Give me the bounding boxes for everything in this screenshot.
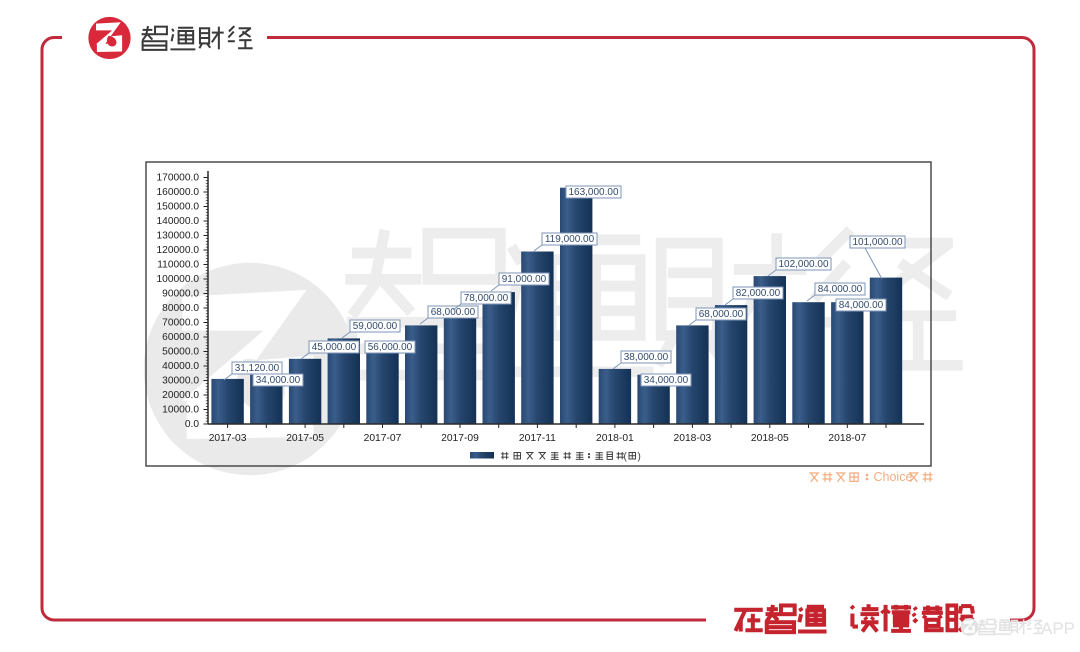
svg-text:2018-07: 2018-07: [828, 433, 866, 444]
svg-text:38,000.00: 38,000.00: [624, 352, 669, 363]
svg-text:2018-03: 2018-03: [674, 433, 712, 444]
svg-text:45,000.00: 45,000.00: [312, 342, 357, 353]
svg-text:80000.0: 80000.0: [162, 303, 199, 314]
svg-text:119,000.00: 119,000.00: [545, 234, 595, 245]
svg-text:2018-01: 2018-01: [596, 433, 634, 444]
svg-text:82,000.00: 82,000.00: [736, 288, 781, 299]
svg-text:0.0: 0.0: [185, 419, 199, 430]
svg-text:150000.0: 150000.0: [157, 201, 200, 212]
svg-text:50000.0: 50000.0: [162, 346, 199, 357]
svg-text:2017-05: 2017-05: [286, 433, 324, 444]
svg-text:2017-09: 2017-09: [441, 433, 479, 444]
svg-text:(: (: [624, 452, 628, 463]
svg-text:2017-07: 2017-07: [364, 433, 402, 444]
svg-text:140000.0: 140000.0: [157, 216, 200, 227]
svg-text:110000.0: 110000.0: [157, 259, 199, 270]
svg-text:70000.0: 70000.0: [162, 317, 199, 328]
svg-text:68,000.00: 68,000.00: [699, 309, 744, 320]
svg-text:56,000.00: 56,000.00: [368, 342, 413, 353]
svg-text:102,000.00: 102,000.00: [778, 259, 828, 270]
svg-text:68,000.00: 68,000.00: [431, 307, 476, 318]
svg-text:40000.0: 40000.0: [162, 361, 199, 372]
svg-text:170000.0: 170000.0: [157, 172, 200, 183]
svg-text:160000.0: 160000.0: [157, 187, 200, 198]
svg-text:59,000.00: 59,000.00: [353, 321, 398, 332]
svg-text:2018-05: 2018-05: [751, 433, 789, 444]
svg-text:163,000.00: 163,000.00: [568, 187, 618, 198]
svg-text:30000.0: 30000.0: [162, 375, 199, 386]
svg-text:101,000.00: 101,000.00: [852, 237, 902, 248]
svg-text:120000.0: 120000.0: [157, 245, 200, 256]
svg-text:Choice: Choice: [874, 470, 913, 484]
svg-text:60000.0: 60000.0: [162, 332, 199, 343]
svg-text:34,000.00: 34,000.00: [644, 375, 689, 386]
svg-text:90000.0: 90000.0: [162, 288, 199, 299]
svg-text:20000.0: 20000.0: [162, 390, 199, 401]
svg-text:130000.0: 130000.0: [157, 230, 200, 241]
svg-text:10000.0: 10000.0: [162, 404, 199, 415]
svg-text:84,000.00: 84,000.00: [839, 300, 884, 311]
svg-text:2017-03: 2017-03: [209, 433, 247, 444]
svg-text:34,000.00: 34,000.00: [256, 375, 301, 386]
svg-text:100000.0: 100000.0: [157, 274, 200, 285]
svg-text:84,000.00: 84,000.00: [818, 284, 863, 295]
svg-text:): ): [638, 452, 641, 463]
svg-text:2017-11: 2017-11: [519, 433, 556, 444]
svg-text:APP: APP: [1041, 619, 1075, 638]
svg-text:31,120.00: 31,120.00: [235, 363, 280, 374]
svg-text:91,000.00: 91,000.00: [502, 274, 547, 285]
svg-text:78,000.00: 78,000.00: [464, 293, 509, 304]
